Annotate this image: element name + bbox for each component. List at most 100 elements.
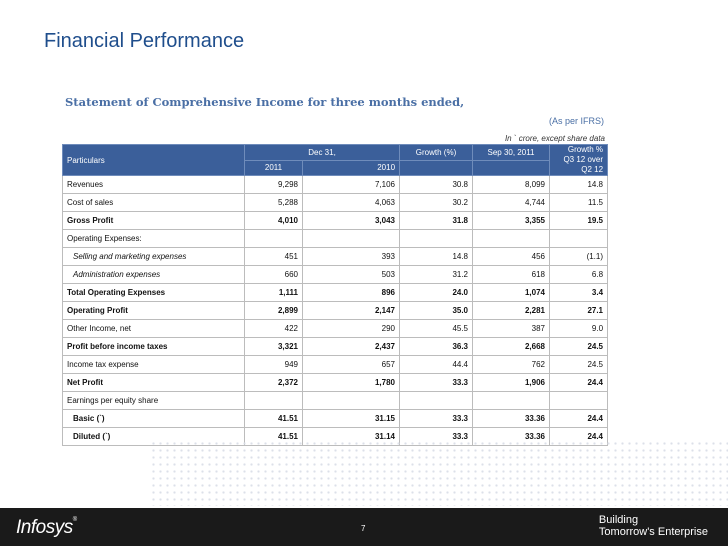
cell-2011 [244, 229, 303, 248]
cell-growth: 30.2 [399, 193, 474, 212]
cell-sep30: 33.36 [472, 409, 551, 428]
logo-text: Infosys [16, 517, 73, 538]
header-year-2010: 2010 [301, 159, 401, 176]
cell-2010 [301, 229, 401, 248]
cell-2011: 660 [244, 265, 303, 284]
cell-2011: 4,010 [244, 211, 303, 230]
table-row: Gross Profit 4,010 3,043 31.8 3,355 19.5 [62, 211, 609, 230]
header-dec31: Dec 31, [243, 144, 401, 161]
header-growth-q-line1: Growth % [567, 145, 604, 155]
slide-title: Financial Performance [44, 30, 245, 52]
row-label: Net Profit [62, 373, 245, 392]
cell-2010: 2,437 [301, 337, 401, 356]
header-particulars: Particulars [62, 144, 245, 176]
cell-2010: 2,147 [301, 301, 401, 320]
row-label: Profit before income taxes [62, 337, 245, 356]
cell-growth-q: 6.8 [549, 265, 609, 284]
header-blank [399, 159, 474, 176]
cell-2010: 3,043 [301, 211, 401, 230]
header-sep30: Sep 30, 2011 [472, 144, 551, 161]
cell-sep30: 1,074 [472, 283, 551, 302]
cell-2011: 949 [244, 355, 303, 374]
statement-subtitle: Statement of Comprehensive Income for th… [65, 95, 465, 109]
cell-sep30: 2,668 [472, 337, 551, 356]
cell-growth: 30.8 [399, 175, 474, 194]
row-label: Administration expenses [62, 265, 245, 284]
table-row: Net Profit 2,372 1,780 33.3 1,906 24.4 [62, 373, 609, 392]
table-row: Income tax expense 949 657 44.4 762 24.5 [62, 355, 609, 374]
cell-sep30: 2,281 [472, 301, 551, 320]
logo-registered-mark: ® [72, 517, 77, 523]
row-label: Income tax expense [62, 355, 245, 374]
cell-growth-q: 24.5 [549, 355, 609, 374]
cell-2010 [301, 391, 401, 410]
cell-sep30: 1,906 [472, 373, 551, 392]
cell-growth-q: 9.0 [549, 319, 609, 338]
page-number: 7 [361, 524, 366, 533]
cell-sep30: 387 [472, 319, 551, 338]
table-row: Selling and marketing expenses 451 393 1… [62, 247, 609, 266]
header-year-2011: 2011 [244, 159, 303, 176]
infosys-logo: Infosys® [16, 517, 77, 539]
row-label: Other Income, net [62, 319, 245, 338]
cell-growth: 33.3 [399, 373, 474, 392]
cell-2010: 896 [301, 283, 401, 302]
row-label: Operating Profit [62, 301, 245, 320]
tagline-line2: Tomorrow's Enterprise [598, 526, 708, 538]
ifrs-note: (As per IFRS) [548, 116, 604, 126]
cell-2010: 7,106 [301, 175, 401, 194]
cell-growth [399, 229, 474, 248]
cell-sep30: 618 [472, 265, 551, 284]
header-growth-quarter: Growth % Q3 12 over Q2 12 [549, 144, 609, 176]
cell-growth: 45.5 [399, 319, 474, 338]
header-growth: Growth (%) [399, 144, 474, 161]
table-row: Other Income, net 422 290 45.5 387 9.0 [62, 319, 609, 338]
cell-sep30: 8,099 [472, 175, 551, 194]
cell-growth-q: 24.4 [549, 373, 609, 392]
cell-growth: 33.3 [399, 409, 474, 428]
cell-growth-q: (1.1) [549, 247, 609, 266]
cell-2011: 422 [244, 319, 303, 338]
row-label: Total Operating Expenses [62, 283, 245, 302]
cell-2010: 4,063 [301, 193, 401, 212]
table-row: Profit before income taxes 3,321 2,437 3… [62, 337, 609, 356]
cell-growth: 36.3 [399, 337, 474, 356]
header-growth-q-line2: Q3 12 over [563, 155, 604, 164]
row-label: Cost of sales [62, 193, 245, 212]
cell-2011: 5,288 [244, 193, 303, 212]
cell-2011: 451 [244, 247, 303, 266]
cell-2011: 9,298 [244, 175, 303, 194]
cell-growth: 31.8 [399, 211, 474, 230]
header-blank [472, 159, 551, 176]
table-row: Earnings per equity share [62, 391, 609, 410]
cell-2011 [244, 391, 303, 410]
cell-2011: 3,321 [244, 337, 303, 356]
row-label: Basic (`) [62, 409, 245, 428]
cell-sep30: 762 [472, 355, 551, 374]
decorative-dot-pattern [150, 440, 728, 506]
cell-growth-q: 11.5 [549, 193, 609, 212]
cell-sep30 [472, 229, 551, 248]
table-row: Revenues 9,298 7,106 30.8 8,099 14.8 [62, 175, 609, 194]
cell-growth-q: 27.1 [549, 301, 609, 320]
cell-2010: 393 [301, 247, 401, 266]
cell-sep30: 3,355 [472, 211, 551, 230]
table-row: Administration expenses 660 503 31.2 618… [62, 265, 609, 284]
cell-2011: 2,372 [244, 373, 303, 392]
cell-sep30: 4,744 [472, 193, 551, 212]
table-row: Basic (`) 41.51 31.15 33.3 33.36 24.4 [62, 409, 609, 428]
income-statement-table: Particulars Dec 31, Growth (%) Sep 30, 2… [62, 144, 609, 446]
cell-2010: 1,780 [301, 373, 401, 392]
cell-growth: 35.0 [399, 301, 474, 320]
row-label: Operating Expenses: [62, 229, 245, 248]
cell-growth-q [549, 391, 609, 410]
cell-growth [399, 391, 474, 410]
table-row: Total Operating Expenses 1,111 896 24.0 … [62, 283, 609, 302]
unit-note: In ` crore, except share data [504, 134, 605, 143]
cell-growth: 24.0 [399, 283, 474, 302]
cell-growth: 44.4 [399, 355, 474, 374]
cell-2010: 290 [301, 319, 401, 338]
tagline-line1: Building [598, 514, 639, 526]
header-growth-q-line3: Q2 12 [581, 165, 604, 174]
cell-2011: 1,111 [244, 283, 303, 302]
